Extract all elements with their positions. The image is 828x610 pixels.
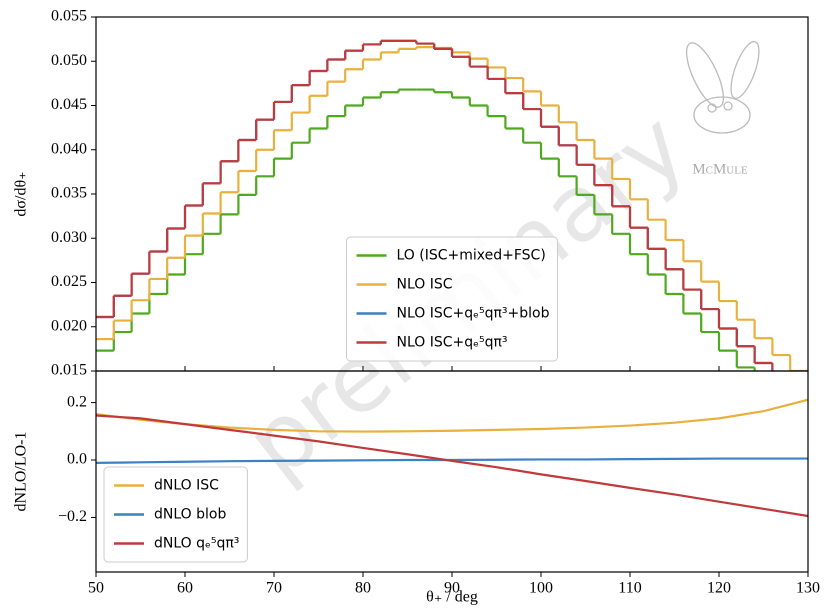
y-tick-label: 0.2 (67, 393, 87, 410)
x-tick-label: 70 (266, 580, 282, 597)
x-tick-label: 50 (88, 580, 104, 597)
plot-area (96, 398, 808, 518)
legend-label: NLO ISC+qₑ⁵qπ³ (397, 335, 508, 351)
y-tick-label: 0.015 (51, 362, 87, 379)
axes-frame (95, 370, 809, 573)
y-tick-label: 0.025 (51, 273, 87, 290)
y-tick-label: −0.2 (58, 508, 87, 525)
y-tick-label: 0.020 (51, 317, 87, 334)
x-axis-label: θ₊ / deg (426, 589, 478, 606)
legend: dNLO ISC dNLO blob dNLO qₑ⁵qπ³ (103, 466, 248, 563)
legend-label: NLO ISC+qₑ⁵qπ³+blob (397, 306, 550, 322)
logo (685, 40, 760, 134)
legend-label: dNLO blob (154, 507, 226, 523)
plot-area (96, 39, 808, 371)
legend-box (346, 236, 558, 362)
y-tick-label: 0.050 (51, 52, 87, 69)
x-tick-label: 90 (444, 580, 460, 597)
legend-label: LO (ISC+mixed+FSC) (397, 248, 546, 264)
y-tick-label: 0.0 (67, 451, 87, 468)
y-tick-label: 0.030 (51, 229, 87, 246)
y-tick-label: 0.055 (51, 8, 87, 25)
line (96, 414, 808, 518)
x-tick-label: 60 (177, 580, 193, 597)
y-axis-label: dNLO/LO-1 (13, 432, 30, 512)
line (96, 398, 808, 433)
x-tick-label: 80 (355, 580, 371, 597)
logo-text: McMule (692, 161, 748, 177)
legend-label: dNLO ISC (154, 478, 219, 494)
y-axis-label: dσ/dθ₊ (13, 171, 30, 216)
x-tick-label: 130 (796, 580, 820, 597)
legend-box (103, 466, 248, 563)
legend-label: NLO ISC (397, 277, 453, 293)
x-tick-label: 110 (618, 580, 641, 597)
y-tick-label: 0.040 (51, 140, 87, 157)
legend: LO (ISC+mixed+FSC) NLO ISC NLO ISC+qₑ⁵qπ³+… (346, 236, 558, 362)
x-tick-label: 120 (707, 580, 731, 597)
y-tick-label: 0.045 (51, 96, 87, 113)
y-tick-label: 0.035 (51, 185, 87, 202)
legend-label: dNLO qₑ⁵qπ³ (154, 536, 239, 552)
x-tick-label: 100 (529, 580, 553, 597)
